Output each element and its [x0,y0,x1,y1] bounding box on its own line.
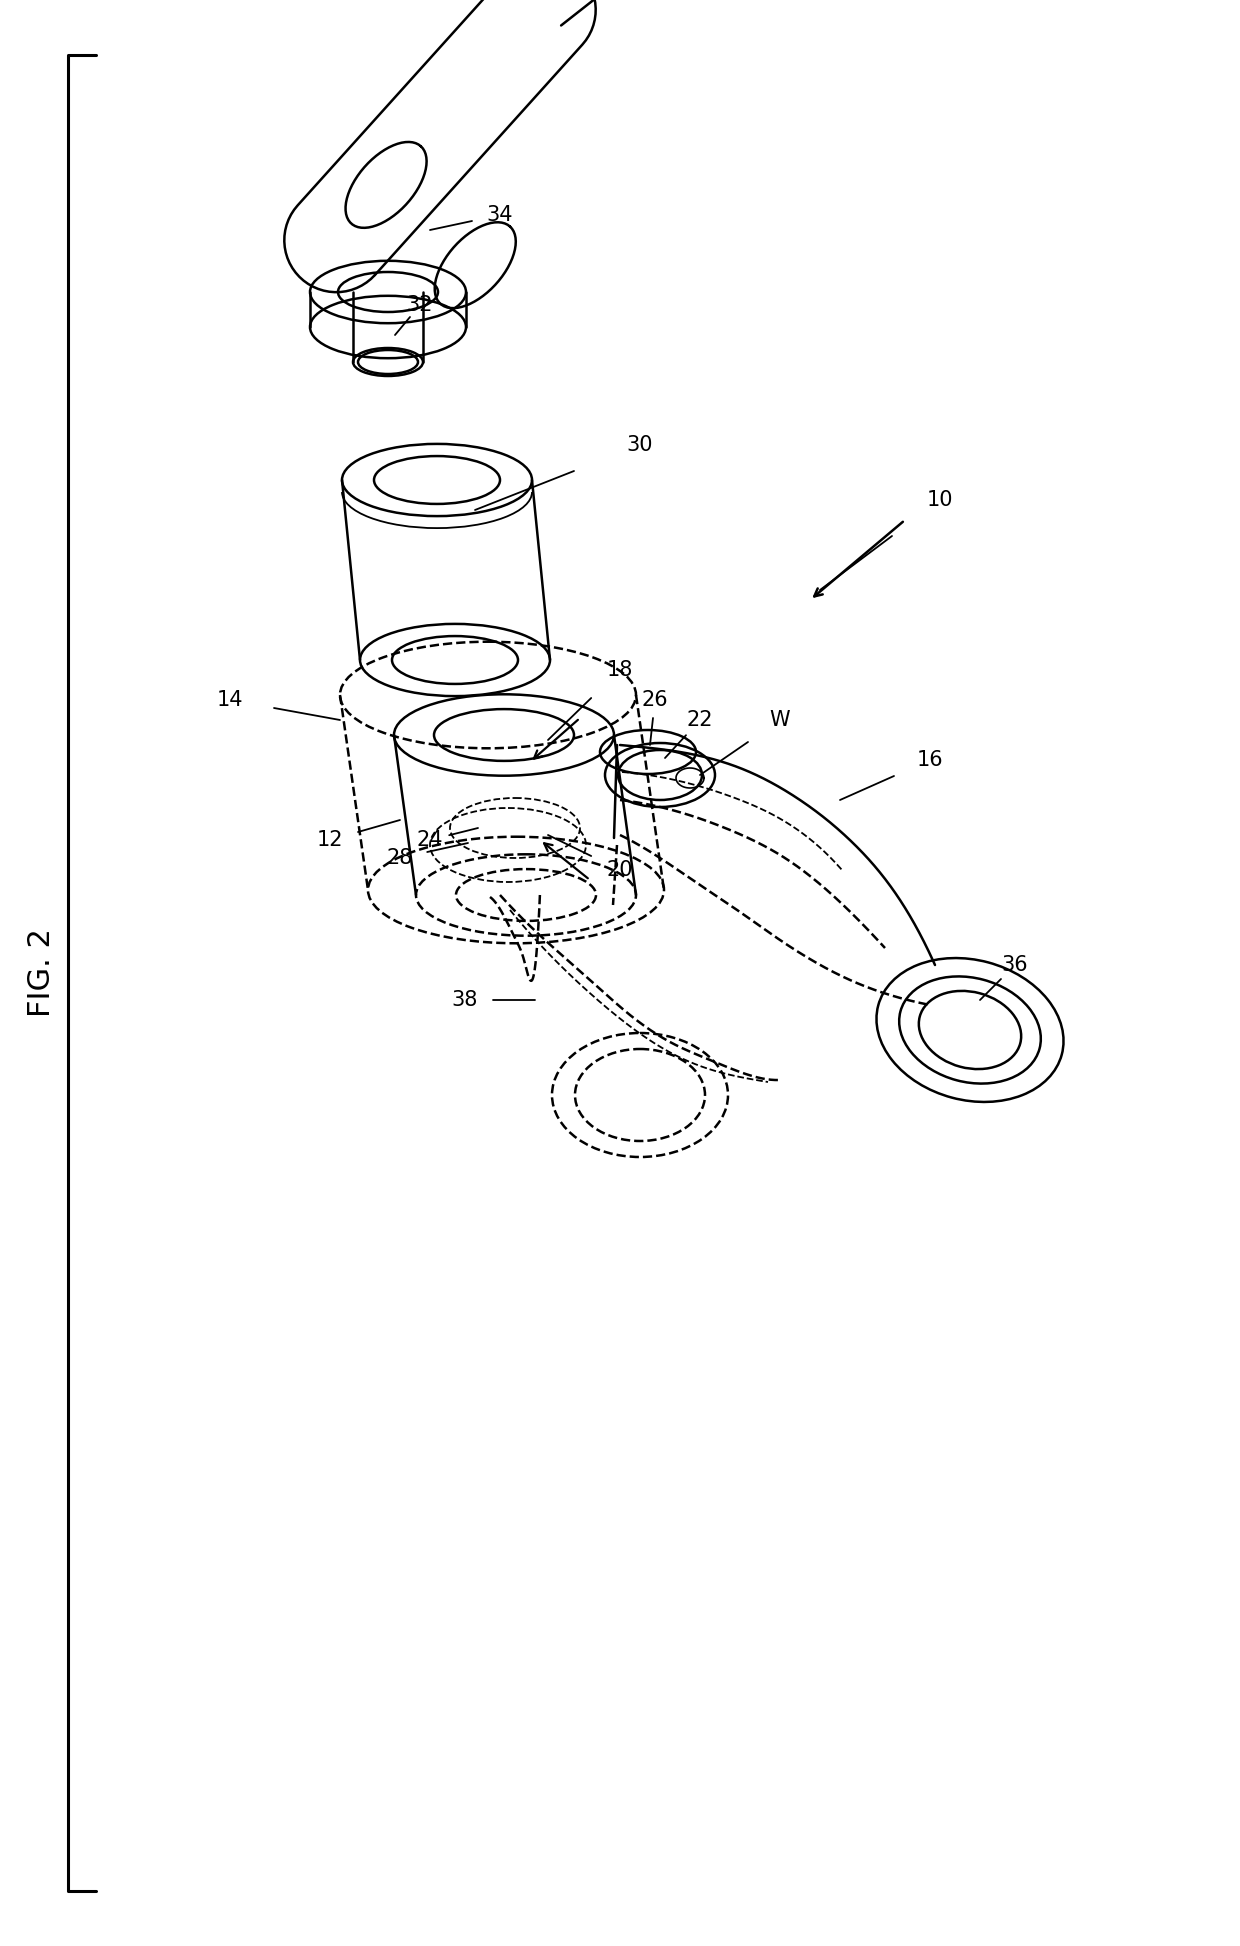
Text: 34: 34 [487,204,513,226]
Text: 36: 36 [1002,955,1028,975]
Text: 18: 18 [606,660,634,679]
Text: 16: 16 [916,749,944,771]
Text: 20: 20 [606,860,634,880]
Text: 12: 12 [316,831,343,850]
Text: 38: 38 [451,991,479,1010]
Text: 30: 30 [626,436,653,455]
Text: 14: 14 [217,691,243,710]
Text: W: W [770,710,790,730]
Text: 32: 32 [407,296,433,315]
Text: 24: 24 [417,831,443,850]
Text: 28: 28 [387,848,413,868]
Text: 10: 10 [926,490,954,510]
Text: 26: 26 [641,691,668,710]
Text: FIG. 2: FIG. 2 [27,928,57,1018]
Text: 22: 22 [687,710,713,730]
